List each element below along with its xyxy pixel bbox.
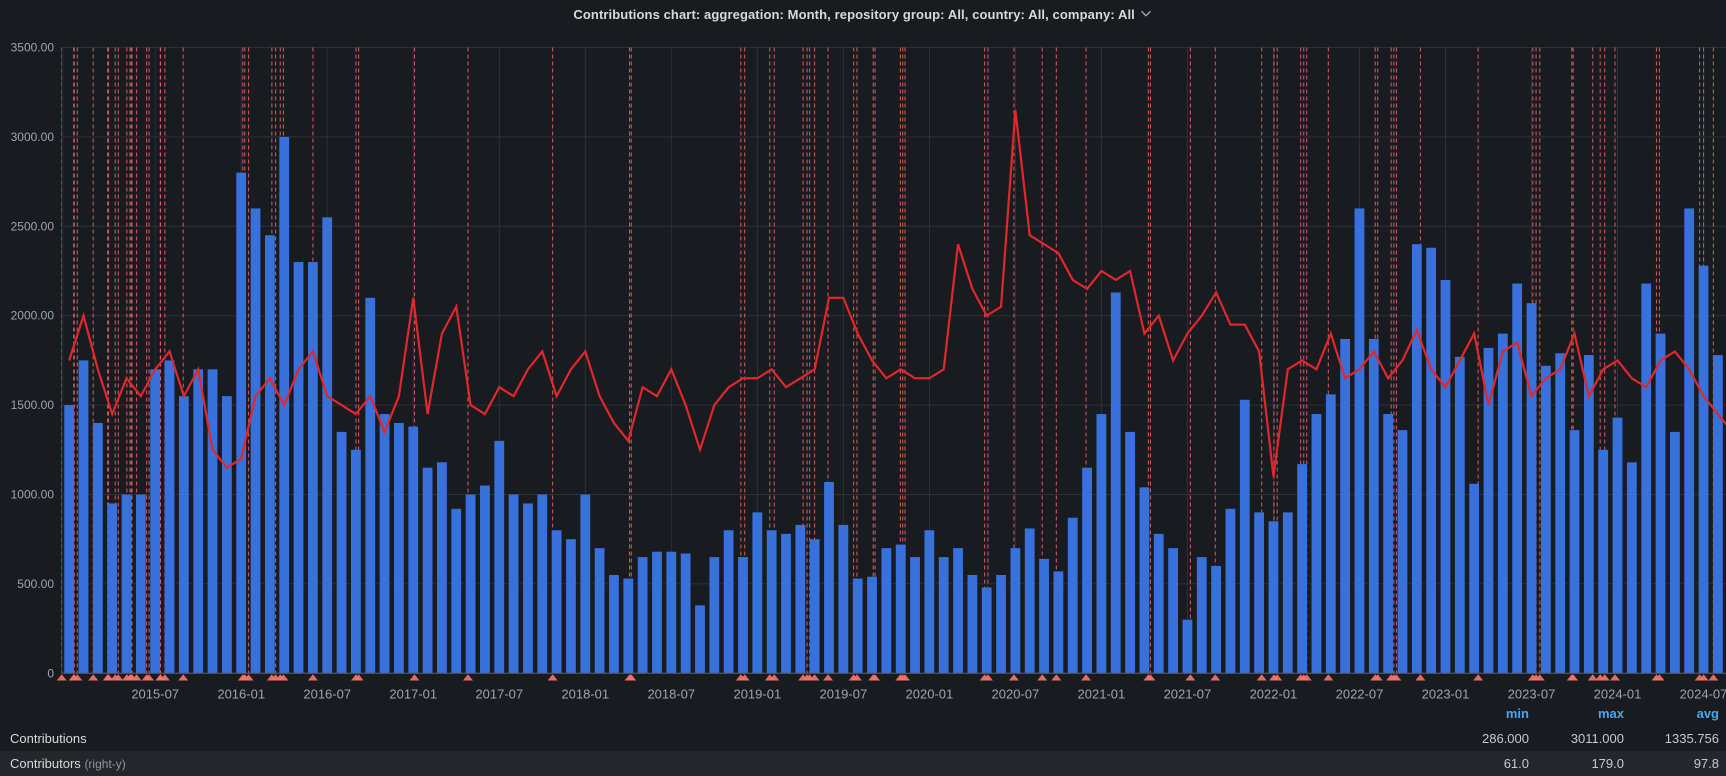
svg-text:2022-01: 2022-01 [1250,686,1298,701]
svg-text:2020-01: 2020-01 [906,686,954,701]
svg-text:2021-01: 2021-01 [1078,686,1126,701]
svg-text:2020-07: 2020-07 [992,686,1040,701]
svg-text:1000.00: 1000.00 [11,488,55,502]
svg-text:500.00: 500.00 [17,577,54,591]
svg-text:2023-07: 2023-07 [1508,686,1556,701]
svg-text:1500.00: 1500.00 [11,398,55,412]
svg-text:2017-01: 2017-01 [389,686,437,701]
svg-text:3500.00: 3500.00 [11,41,55,55]
svg-text:2500.00: 2500.00 [11,219,55,233]
svg-text:2000.00: 2000.00 [11,309,55,323]
svg-text:2022-07: 2022-07 [1336,686,1384,701]
svg-text:2019-01: 2019-01 [733,686,781,701]
svg-text:2018-07: 2018-07 [647,686,695,701]
svg-text:2023-01: 2023-01 [1422,686,1470,701]
svg-text:3000.00: 3000.00 [11,130,55,144]
svg-text:2016-01: 2016-01 [217,686,265,701]
svg-text:2024-07: 2024-07 [1680,686,1726,701]
svg-text:0: 0 [47,666,54,680]
svg-text:2016-07: 2016-07 [303,686,351,701]
svg-text:2017-07: 2017-07 [475,686,523,701]
svg-text:2024-01: 2024-01 [1594,686,1642,701]
svg-text:2021-07: 2021-07 [1164,686,1212,701]
svg-text:2015-07: 2015-07 [131,686,179,701]
svg-text:2019-07: 2019-07 [819,686,867,701]
svg-text:2018-01: 2018-01 [561,686,609,701]
